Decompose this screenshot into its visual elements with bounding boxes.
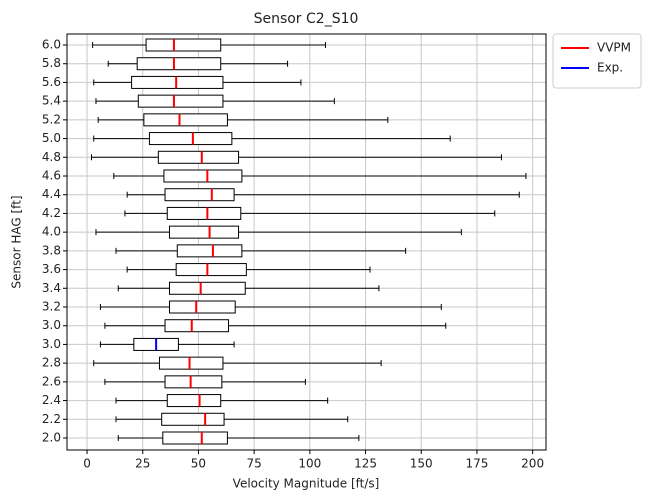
y-tick-label: 2.8 — [42, 356, 61, 370]
box — [99, 337, 235, 351]
box — [107, 57, 289, 71]
box-body — [162, 431, 228, 445]
box-body — [168, 225, 240, 239]
box-body — [166, 394, 222, 408]
x-tick-label: 25 — [135, 457, 150, 471]
y-tick-label: 4.8 — [42, 150, 61, 164]
box-body — [164, 375, 223, 389]
box — [117, 281, 380, 295]
x-axis-label: Velocity Magnitude [ft/s] — [233, 477, 380, 491]
box — [95, 225, 462, 239]
y-tick-label: 5.0 — [42, 131, 61, 145]
box-body — [164, 319, 230, 333]
box — [115, 394, 329, 408]
x-tick-label: 0 — [83, 457, 91, 471]
box — [117, 431, 360, 445]
box-body — [143, 113, 228, 127]
box — [115, 244, 407, 258]
box — [92, 38, 326, 52]
box-body — [136, 57, 222, 71]
y-tick-label: 2.0 — [42, 431, 61, 445]
x-tick-label: 150 — [410, 457, 433, 471]
box-body — [166, 206, 242, 220]
x-tick-label: 125 — [354, 457, 377, 471]
box-body — [163, 169, 243, 183]
plot-frame — [66, 33, 547, 451]
x-tick-label: 50 — [191, 457, 206, 471]
box-body — [145, 38, 222, 52]
box-body — [157, 150, 240, 164]
x-tick-label: 100 — [298, 457, 321, 471]
box-body — [168, 281, 246, 295]
y-axis-label: Sensor HAG [ft] — [10, 195, 24, 288]
y-tick-label: 3.2 — [42, 300, 61, 314]
box — [104, 375, 306, 389]
y-tick-label: 4.2 — [42, 206, 61, 220]
box — [126, 188, 520, 202]
box-body — [137, 94, 224, 108]
box — [126, 263, 371, 277]
box — [93, 75, 302, 89]
box-body — [176, 244, 243, 258]
y-tick-label: 3.6 — [42, 262, 61, 276]
y-tick-label: 3.0 — [42, 318, 61, 332]
y-tick-label: 3.8 — [42, 243, 61, 257]
box — [115, 412, 349, 426]
y-tick-label: 5.8 — [42, 56, 61, 70]
y-tick-label: 3.4 — [42, 281, 61, 295]
y-tick-label: 4.4 — [42, 187, 61, 201]
box-body — [131, 75, 224, 89]
chart-title: Sensor C2_S10 — [254, 11, 359, 27]
y-tick-label: 2.2 — [42, 412, 61, 426]
box — [124, 206, 496, 220]
box-body — [175, 263, 247, 277]
box-body — [168, 300, 236, 314]
box-body — [161, 412, 225, 426]
box — [91, 150, 502, 164]
y-tick-label: 2.6 — [42, 374, 61, 388]
y-tick-label: 2.4 — [42, 393, 61, 407]
box — [93, 356, 382, 370]
y-tick-label: 5.6 — [42, 75, 61, 89]
y-tick-label: 4.0 — [42, 225, 61, 239]
box — [99, 300, 442, 314]
x-tick-label: 200 — [521, 457, 544, 471]
box-body — [158, 356, 224, 370]
box — [93, 132, 451, 146]
x-tick-label: 175 — [465, 457, 488, 471]
y-tick-label: 5.4 — [42, 94, 61, 108]
box — [113, 169, 527, 183]
x-tick-label: 75 — [247, 457, 262, 471]
y-tick-label: 3.0 — [42, 337, 61, 351]
y-tick-label: 5.2 — [42, 112, 61, 126]
box — [95, 94, 335, 108]
y-tick-label: 6.0 — [42, 38, 61, 52]
box-body — [148, 132, 233, 146]
legend-label: Exp. — [597, 61, 623, 75]
box — [97, 113, 389, 127]
y-tick-label: 4.6 — [42, 169, 61, 183]
box-body — [164, 188, 235, 202]
legend-label: VVPM — [597, 41, 631, 55]
box — [104, 319, 447, 333]
